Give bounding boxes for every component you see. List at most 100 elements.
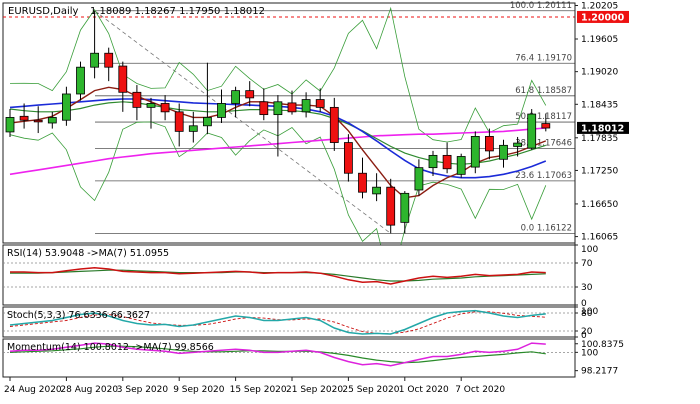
candle-body (245, 90, 255, 99)
indicator-tick-label: 100 (581, 245, 598, 255)
candle-body (146, 103, 156, 108)
ohlc-header: 1.18089 1.18267 1.17950 1.18012 (90, 6, 265, 17)
candle (301, 92, 311, 118)
indicator-tick-label: 0 (581, 299, 587, 309)
candle-body (329, 106, 339, 143)
indicator-tick-label: 100.8375 (581, 340, 624, 350)
indicator-tick-label: 0 (581, 331, 587, 341)
candle (358, 157, 367, 199)
price-tick-label: 1.16650 (581, 200, 618, 210)
fib-level-label: 100.0 1.20111 (510, 1, 572, 11)
candle (343, 134, 353, 182)
date-label: 15 Sep 2020 (230, 385, 287, 395)
indicator-signal-line (9, 311, 546, 335)
candle (146, 97, 156, 129)
candle-body (372, 186, 382, 195)
candle-body (386, 186, 396, 226)
fib-level-label: 38.2 1.17646 (515, 138, 572, 148)
candle-body (470, 135, 480, 168)
candle-body (273, 101, 283, 116)
candle (231, 86, 241, 118)
date-label: 7 Oct 2020 (455, 385, 505, 395)
candle (400, 191, 410, 234)
candle (160, 95, 170, 121)
indicator-main-line (10, 267, 546, 285)
fib-level-label: 61.8 1.18587 (515, 86, 572, 96)
indicator-tick-label: 70 (581, 259, 593, 269)
candle (47, 111, 57, 129)
candle-body (231, 90, 241, 104)
candle (104, 47, 114, 82)
candle-body (414, 167, 424, 191)
candle-body (541, 123, 551, 129)
candle (62, 86, 71, 126)
candle (202, 62, 212, 135)
candle-body (343, 142, 353, 174)
candle (76, 61, 85, 101)
indicator-main-line (9, 342, 546, 367)
date-label: 28 Aug 2020 (60, 385, 118, 395)
candle (132, 85, 142, 121)
candle-body (62, 93, 71, 121)
candle-body (484, 135, 494, 152)
fib-level-label: 23.6 1.17063 (515, 171, 572, 181)
indicator-tick-label: 100 (581, 348, 598, 358)
candle (174, 103, 184, 147)
fib-level-label: 76.4 1.19170 (515, 53, 572, 63)
price-tick-label: 1.19020 (581, 68, 618, 78)
indicator-tick-label: 20 (581, 327, 593, 337)
candle (329, 97, 339, 151)
date-label: 9 Sep 2020 (173, 385, 225, 395)
fib-trend-line (94, 10, 391, 234)
candle-body (456, 156, 466, 175)
indicator-tick-label: 98.2177 (581, 367, 618, 377)
candle (442, 142, 452, 174)
fibonacci-levels: 100.0 1.20111 76.4 1.19170 61.8 1.18587 50.… (94, 1, 575, 234)
price-pane: 100.0 1.20111 76.4 1.19170 61.8 1.18587 50.… (2, 1, 576, 285)
candle (33, 106, 43, 134)
candle-body (47, 117, 57, 124)
candle-body (76, 66, 85, 95)
price-tick-label: 1.17835 (581, 134, 618, 144)
candle (386, 178, 396, 234)
candle-body (118, 65, 128, 93)
candle-body (217, 103, 226, 118)
indicator-title: RSI(14) 53.9048 ->MA(7) 51.0955 (7, 248, 169, 259)
chart-title: EURUSD,Daily (8, 6, 79, 17)
candle (217, 89, 226, 123)
candle (273, 95, 283, 157)
candle (372, 173, 382, 202)
upper-band-line (9, 6, 547, 143)
date-label: 24 Aug 2020 (4, 385, 62, 395)
candle (470, 131, 480, 174)
date-label: 3 Sep 2020 (117, 385, 169, 395)
date-label: 21 Sep 2020 (286, 385, 343, 395)
price-tick-label: 1.20205 (581, 2, 618, 12)
candle-body (188, 125, 198, 132)
price-tags: 1.20000 1.18012 (577, 10, 629, 134)
candle-body (400, 192, 410, 223)
candle-body (428, 154, 438, 169)
candle (513, 136, 522, 157)
candle (118, 61, 128, 112)
current-price-tag-bg (577, 121, 629, 134)
indicator-title: Momentum(14) 100.8012 ->MA(7) 99.8566 (7, 342, 214, 353)
current-price-tag: 1.18012 (581, 123, 624, 134)
price-tick-label: 1.16065 (581, 233, 618, 243)
candle (499, 139, 508, 168)
candle (287, 90, 297, 115)
price-tick-label: 1.18435 (581, 100, 618, 110)
price-tick-label: 1.17250 (581, 166, 618, 176)
candle-body (33, 119, 43, 123)
key-level-tag-bg (577, 10, 629, 23)
candle (414, 159, 424, 196)
candlestick-series (5, 10, 551, 234)
candle-body (202, 117, 212, 127)
candle (456, 153, 466, 178)
candle-body (104, 52, 114, 68)
